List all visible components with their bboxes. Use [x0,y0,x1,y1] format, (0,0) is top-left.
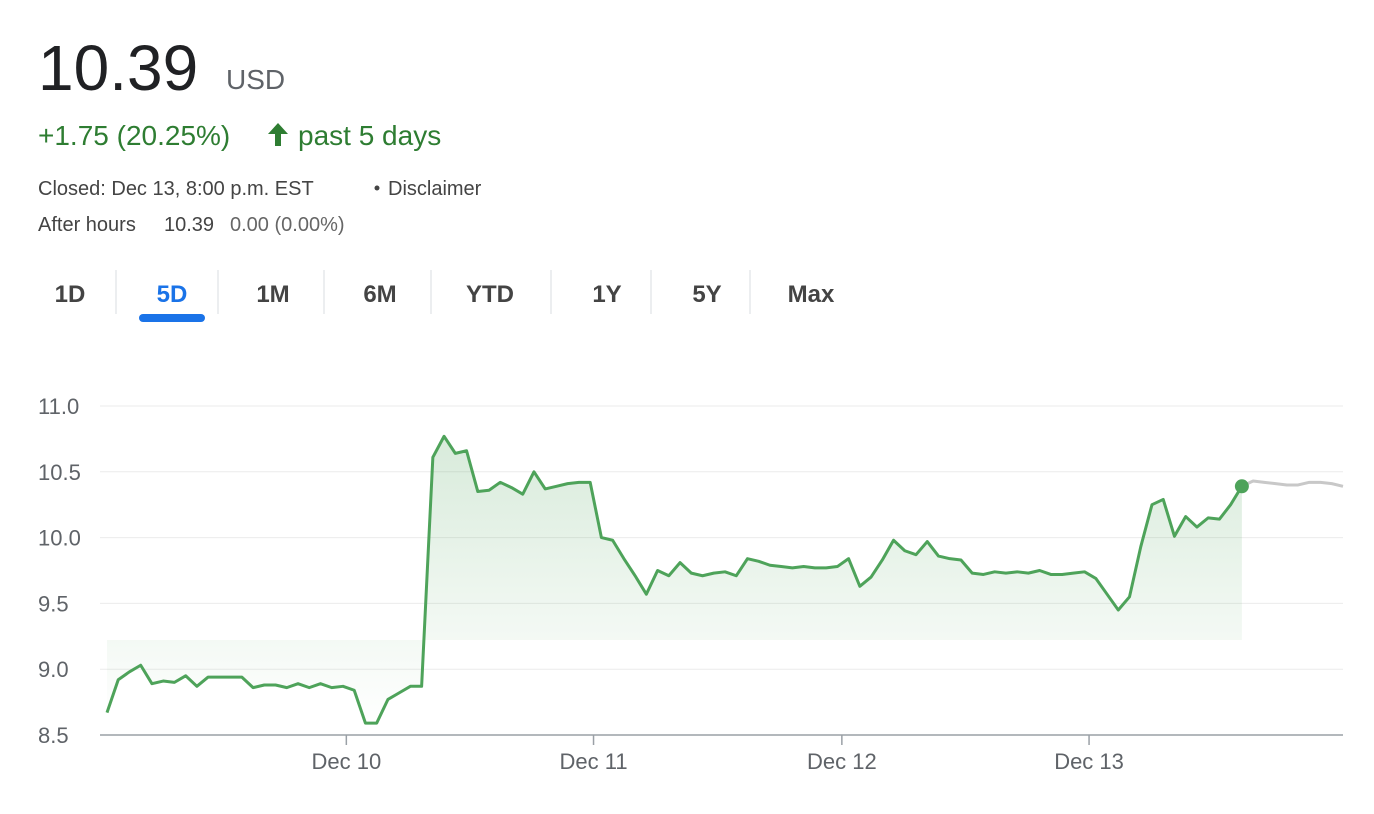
separator-dot [374,185,380,191]
range-tab[interactable]: 1Y [592,281,621,308]
after-hours-label: After hours [38,214,136,236]
disclaimer-link[interactable]: Disclaimer [388,178,482,200]
range-tab[interactable]: 6M [363,281,396,308]
price-line [105,434,1244,725]
y-tick-label: 9.0 [38,657,69,682]
last-point [1234,479,1249,494]
range-tab[interactable]: Max [788,281,835,308]
range-tabs: 1D 5D 1M 6M YTD 1Y 5Y Max [55,270,835,322]
after-hours-change: 0.00 (0.00%) [230,214,345,236]
up-arrow [268,123,288,146]
y-tick-label: 10.0 [38,526,81,551]
y-tick-label: 8.5 [38,723,69,748]
x-tick-label: Dec 10 [311,749,381,774]
price: 10.39 [38,32,198,104]
area [107,436,1242,724]
closed-time: Closed: Dec 13, 8:00 p.m. EST [38,178,314,200]
chart: 8.5 9.0 9.5 10.0 10.5 11.0 Dec 10 Dec 11 Dec 12 D… [38,394,1344,774]
currency: USD [226,64,285,95]
y-tick-label: 10.5 [38,460,81,485]
x-tick-label: Dec 13 [1054,749,1124,774]
change: +1.75 (20.25%) [38,120,230,151]
range-tab[interactable]: 5Y [692,281,721,308]
x-tick-label: Dec 12 [807,749,877,774]
price-line [1241,479,1344,488]
period: past 5 days [298,120,441,151]
range-tab[interactable]: 1D [55,281,86,308]
tab-underline [139,314,205,322]
range-tab[interactable]: 5D [157,281,188,308]
y-tick-label: 11.0 [38,394,79,419]
range-tab[interactable]: YTD [466,281,514,308]
after-hours-price: 10.39 [164,214,214,236]
y-tick-label: 9.5 [38,591,69,616]
x-tick-label: Dec 11 [559,749,627,774]
range-tab[interactable]: 1M [256,281,289,308]
